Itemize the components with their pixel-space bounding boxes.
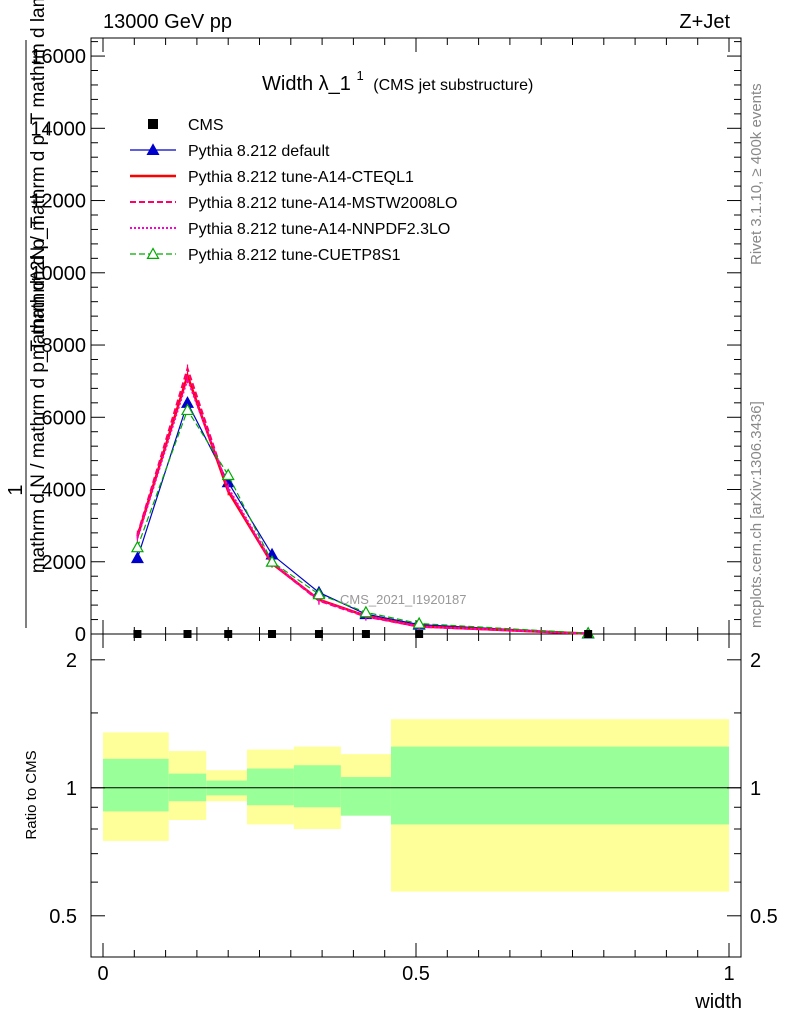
rivet-label: Rivet 3.1.10, ≥ 400k events: [748, 83, 765, 265]
analysis-watermark: CMS_2021_I1920187: [340, 592, 467, 607]
legend-label: Pythia 8.212 tune-CUETP8S1: [188, 247, 401, 264]
chart-title-tail: (CMS jet substructure): [373, 77, 533, 94]
ratio-band-inner: [103, 758, 169, 812]
main-ytick-label: 0: [75, 624, 86, 646]
ratio-band-inner: [390, 746, 729, 825]
main-ytick-label: 10000: [30, 263, 86, 285]
ylabel-denominator: mathrm d N / mathrm d p_T mathrm d p_T: [28, 216, 49, 573]
ratio-xtick-label: 1: [723, 963, 734, 985]
ylabel-side: mathrm d^2N / mathrm d p_T mathrm d lamb…: [28, 0, 49, 360]
series-marker: [221, 468, 235, 481]
header-left: 13000 GeV pp: [103, 11, 232, 33]
cms-data-point: [314, 630, 323, 638]
cms-data-point: [183, 630, 192, 638]
cms-data-point: [584, 630, 593, 638]
ratio-band-inner: [246, 768, 294, 806]
legend-label: Pythia 8.212 tune-A14-CTEQL1: [188, 169, 414, 186]
main-ylabel: 1 mathrm d N / mathrm d p_T mathrm d p_T…: [5, 0, 49, 628]
main-ytick-label: 14000: [30, 118, 86, 140]
legend-label: CMS: [188, 117, 224, 134]
legend: CMS Pythia 8.212 default Pythia 8.212 tune…: [130, 117, 457, 264]
cms-data-point: [224, 630, 233, 638]
ratio-band-inner: [293, 765, 341, 808]
main-ytick-label: 4000: [42, 480, 87, 502]
ratio-ytick-label-right: 0.5: [750, 906, 778, 928]
legend-label: Pythia 8.212 default: [188, 143, 330, 160]
mcplots-label: mcplots.cern.ch [arXiv:1306.3436]: [748, 401, 765, 628]
chart-title-superscript: 1: [357, 68, 364, 83]
ratio-ytick-label-right: 2: [750, 650, 761, 672]
cms-data-point: [268, 630, 277, 638]
main-series: [130, 364, 595, 639]
series-marker: [412, 616, 426, 629]
legend-marker-cms: [148, 119, 158, 129]
series-marker: [359, 605, 373, 618]
legend-label: Pythia 8.212 tune-A14-MSTW2008LO: [188, 195, 457, 212]
ratio-ytick-label: 2: [66, 650, 77, 672]
series-marker: [130, 551, 144, 564]
ratio-ytick-label-right: 1: [750, 778, 761, 800]
xlabel: width: [694, 991, 742, 1013]
main-ytick-label: 8000: [42, 335, 87, 357]
cms-data-point: [361, 630, 370, 638]
ratio-ylabel: Ratio to CMS: [23, 750, 40, 839]
legend-marker: [146, 247, 160, 259]
legend-marker: [146, 143, 160, 155]
series-marker: [312, 587, 326, 600]
series-marker: [180, 403, 195, 416]
ratio-band-inner: [340, 777, 391, 816]
series-line: [136, 408, 589, 634]
cms-data-point: [133, 630, 142, 638]
ylabel-numerator: 1: [5, 484, 27, 495]
main-ytick-label: 6000: [42, 407, 87, 429]
main-ytick-label: 16000: [30, 46, 86, 68]
main-ytick-label: 2000: [42, 552, 87, 574]
ratio-ytick-label: 1: [66, 778, 77, 800]
header-right: Z+Jet: [679, 11, 730, 33]
legend-label: Pythia 8.212 tune-A14-NNPDF2.3LO: [188, 221, 450, 238]
series-line: [136, 376, 589, 635]
main-ytick-label: 12000: [30, 191, 86, 213]
ratio-xtick-label: 0.5: [402, 963, 430, 985]
cms-data-point: [415, 630, 424, 638]
ratio-ytick-label: 0.5: [49, 906, 77, 928]
chart-title: Width λ_1 1 (CMS jet substructure): [262, 63, 533, 95]
series-marker: [265, 555, 279, 567]
ratio-xtick-label: 0: [97, 963, 108, 985]
series-marker: [130, 540, 144, 553]
series-line: [136, 401, 589, 635]
